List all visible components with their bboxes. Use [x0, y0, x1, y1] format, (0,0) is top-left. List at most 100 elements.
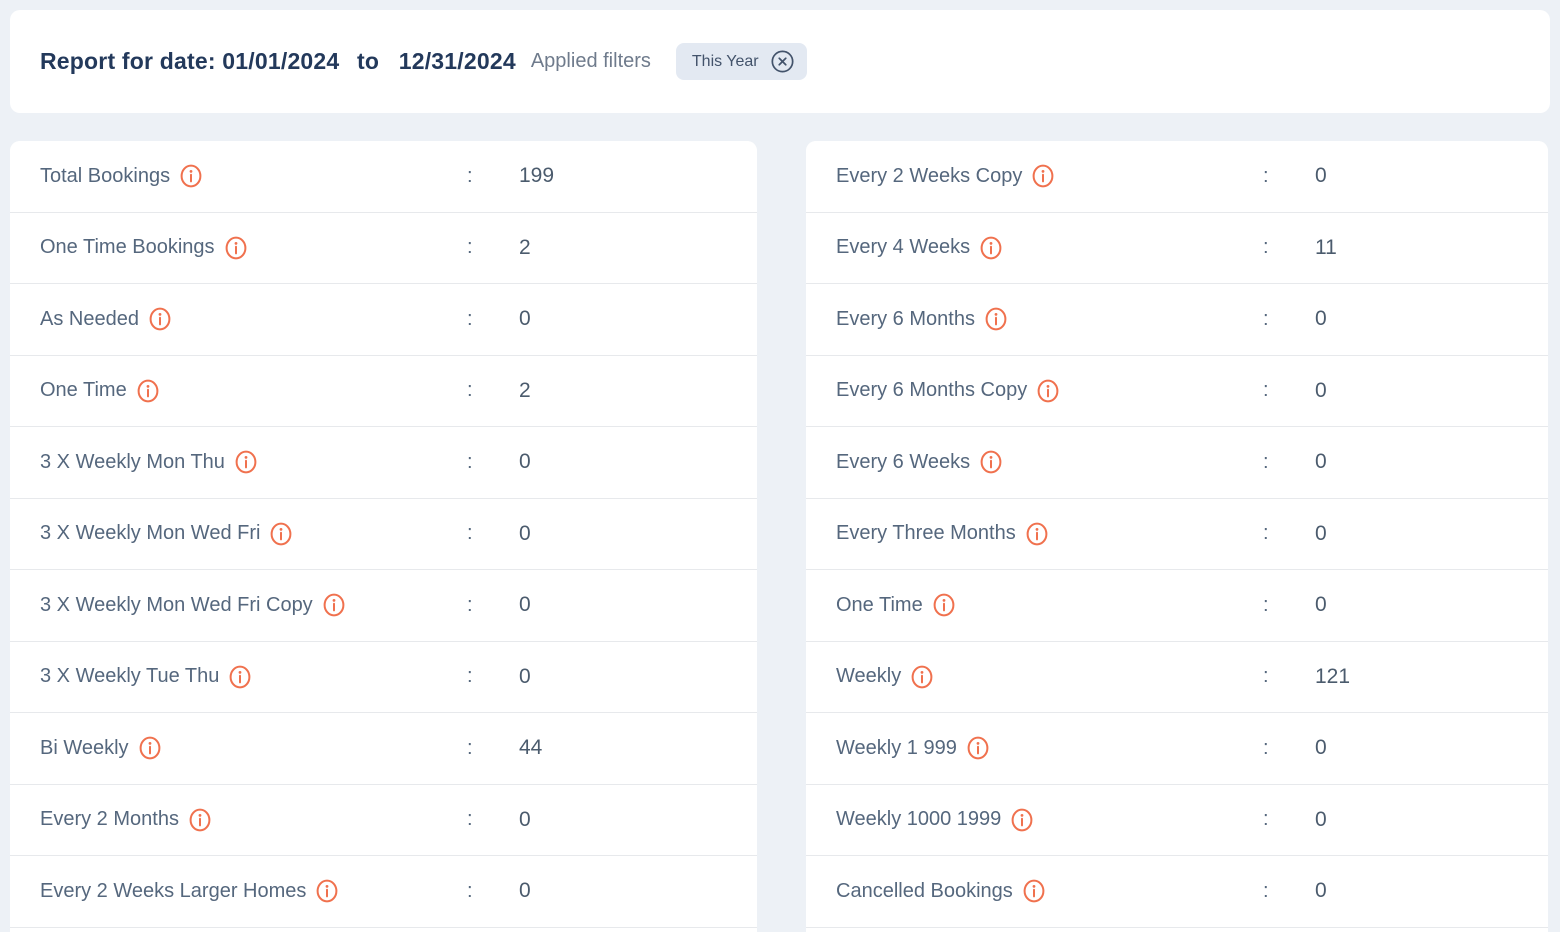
info-circle-icon[interactable] [270, 522, 292, 546]
info-circle-icon[interactable] [316, 879, 338, 903]
info-circle-icon[interactable] [323, 593, 345, 617]
stat-row: Cancelled Bookings : 0 [806, 856, 1548, 928]
stat-value: 0 [1315, 450, 1327, 474]
row-partial [10, 927, 757, 932]
stat-row: One Time : 2 [10, 355, 757, 427]
filter-chip-label: This Year [691, 52, 759, 70]
stat-label: Every 2 Months [40, 808, 179, 831]
stat-colon: : [1263, 879, 1269, 902]
stat-label: Every 2 Weeks Larger Homes [40, 879, 307, 902]
stat-label: Bi Weekly [40, 736, 129, 759]
stat-value: 0 [1315, 593, 1327, 617]
stat-colon: : [467, 236, 473, 259]
stat-label: Weekly 1000 1999 [836, 808, 1002, 831]
stat-row: 3 X Weekly Mon Wed Fri : 0 [10, 498, 757, 570]
stat-colon: : [467, 736, 473, 759]
stat-row: Weekly : 121 [806, 641, 1548, 713]
info-circle-icon[interactable] [180, 164, 202, 188]
stat-colon: : [1263, 736, 1269, 759]
info-circle-icon[interactable] [235, 450, 257, 474]
info-circle-icon[interactable] [1011, 808, 1033, 832]
stat-colon: : [467, 164, 473, 187]
stat-row: Every 4 Weeks : 11 [806, 212, 1548, 284]
stats-card-left: Total Bookings : 199 One Time Bookings :… [10, 141, 757, 932]
stat-row: Every 6 Months Copy : 0 [806, 355, 1548, 427]
stat-colon: : [1263, 307, 1269, 330]
stat-value: 0 [1315, 807, 1327, 831]
info-circle-icon[interactable] [967, 736, 989, 760]
info-circle-icon[interactable] [985, 307, 1007, 331]
info-circle-icon[interactable] [225, 236, 247, 260]
stat-label: 3 X Weekly Mon Thu [40, 450, 225, 473]
stat-label: 3 X Weekly Tue Thu [40, 665, 220, 688]
info-circle-icon[interactable] [229, 665, 251, 689]
stats-card-right: Every 2 Weeks Copy : 0 Every 4 Weeks : 1… [806, 141, 1548, 932]
stat-row: 3 X Weekly Tue Thu : 0 [10, 641, 757, 713]
info-circle-icon[interactable] [1037, 379, 1059, 403]
info-circle-icon[interactable] [980, 236, 1002, 260]
stat-label: As Needed [40, 307, 139, 330]
info-circle-icon[interactable] [137, 379, 159, 403]
stat-value: 0 [519, 450, 531, 474]
row-partial [806, 927, 1548, 932]
stat-row: Every 6 Months : 0 [806, 284, 1548, 356]
report-date-separator: to [357, 48, 380, 74]
stat-value: 0 [519, 307, 531, 331]
info-circle-icon[interactable] [1023, 879, 1045, 903]
circle-x-icon[interactable] [771, 50, 794, 73]
stat-colon: : [1263, 379, 1269, 402]
stat-value: 0 [1315, 378, 1327, 402]
stat-colon: : [467, 879, 473, 902]
stat-value: 2 [519, 235, 531, 259]
stat-value: 0 [519, 593, 531, 617]
stat-row: Every Three Months : 0 [806, 498, 1548, 570]
report-header-card: Report for date: 01/01/2024 to 12/31/202… [10, 10, 1550, 113]
stat-colon: : [1263, 236, 1269, 259]
stat-value: 44 [519, 736, 543, 760]
stat-colon: : [467, 307, 473, 330]
stat-label: 3 X Weekly Mon Wed Fri Copy [40, 593, 313, 616]
stat-label: Weekly 1 999 [836, 736, 957, 759]
stat-colon: : [1263, 522, 1269, 545]
stat-colon: : [1263, 808, 1269, 831]
report-title: Report for date: 01/01/2024 to 12/31/202… [40, 48, 516, 75]
info-circle-icon[interactable] [933, 593, 955, 617]
stat-value: 0 [519, 807, 531, 831]
stat-label: Every Three Months [836, 522, 1016, 545]
stat-colon: : [467, 379, 473, 402]
stat-row: One Time Bookings : 2 [10, 212, 757, 284]
stat-row: Every 2 Months : 0 [10, 784, 757, 856]
stat-value: 2 [519, 378, 531, 402]
stat-value: 0 [1315, 307, 1327, 331]
stat-colon: : [467, 593, 473, 616]
stat-row: Every 2 Weeks Larger Homes : 0 [10, 856, 757, 928]
stat-row: Bi Weekly : 44 [10, 713, 757, 785]
stat-value: 0 [1315, 736, 1327, 760]
stat-value: 121 [1315, 664, 1351, 688]
stat-label: One Time [40, 379, 127, 402]
stat-row: 3 X Weekly Mon Wed Fri Copy : 0 [10, 570, 757, 642]
info-circle-icon[interactable] [139, 736, 161, 760]
info-circle-icon[interactable] [189, 808, 211, 832]
stat-value: 0 [519, 664, 531, 688]
stat-colon: : [1263, 665, 1269, 688]
info-circle-icon[interactable] [980, 450, 1002, 474]
stat-value: 0 [1315, 164, 1327, 188]
stat-row: 3 X Weekly Mon Thu : 0 [10, 427, 757, 499]
info-circle-icon[interactable] [911, 665, 933, 689]
stat-label: Cancelled Bookings [836, 879, 1013, 902]
stat-label: Every 6 Months Copy [836, 379, 1028, 402]
report-date-to: 12/31/2024 [398, 48, 516, 74]
stat-label: 3 X Weekly Mon Wed Fri [40, 522, 261, 545]
stat-colon: : [1263, 164, 1269, 187]
stat-label: Total Bookings [40, 164, 171, 187]
report-title-prefix: Report for date: [40, 48, 216, 74]
info-circle-icon[interactable] [1032, 164, 1054, 188]
stat-colon: : [1263, 450, 1269, 473]
stat-label: Every 4 Weeks [836, 236, 971, 259]
filter-chip-this-year[interactable]: This Year [675, 43, 807, 80]
stat-row: Weekly 1000 1999 : 0 [806, 784, 1548, 856]
info-circle-icon[interactable] [149, 307, 171, 331]
stat-colon: : [467, 808, 473, 831]
info-circle-icon[interactable] [1026, 522, 1048, 546]
